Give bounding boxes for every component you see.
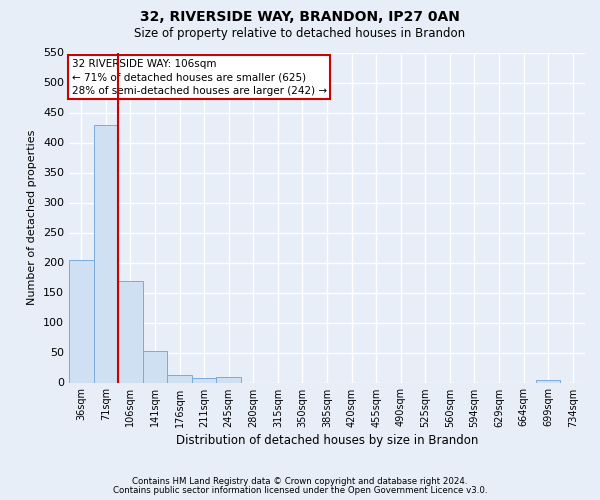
- Bar: [69, 260, 94, 382]
- Text: Contains public sector information licensed under the Open Government Licence v3: Contains public sector information licen…: [113, 486, 487, 495]
- Bar: [167, 374, 192, 382]
- Text: Contains HM Land Registry data © Crown copyright and database right 2024.: Contains HM Land Registry data © Crown c…: [132, 477, 468, 486]
- Bar: [94, 124, 118, 382]
- Bar: [118, 280, 143, 382]
- X-axis label: Distribution of detached houses by size in Brandon: Distribution of detached houses by size …: [176, 434, 478, 447]
- Bar: [536, 380, 560, 382]
- Bar: [143, 350, 167, 382]
- Text: 32 RIVERSIDE WAY: 106sqm
← 71% of detached houses are smaller (625)
28% of semi-: 32 RIVERSIDE WAY: 106sqm ← 71% of detach…: [71, 59, 327, 96]
- Y-axis label: Number of detached properties: Number of detached properties: [28, 130, 37, 305]
- Text: Size of property relative to detached houses in Brandon: Size of property relative to detached ho…: [134, 28, 466, 40]
- Bar: [217, 377, 241, 382]
- Bar: [192, 378, 217, 382]
- Text: 32, RIVERSIDE WAY, BRANDON, IP27 0AN: 32, RIVERSIDE WAY, BRANDON, IP27 0AN: [140, 10, 460, 24]
